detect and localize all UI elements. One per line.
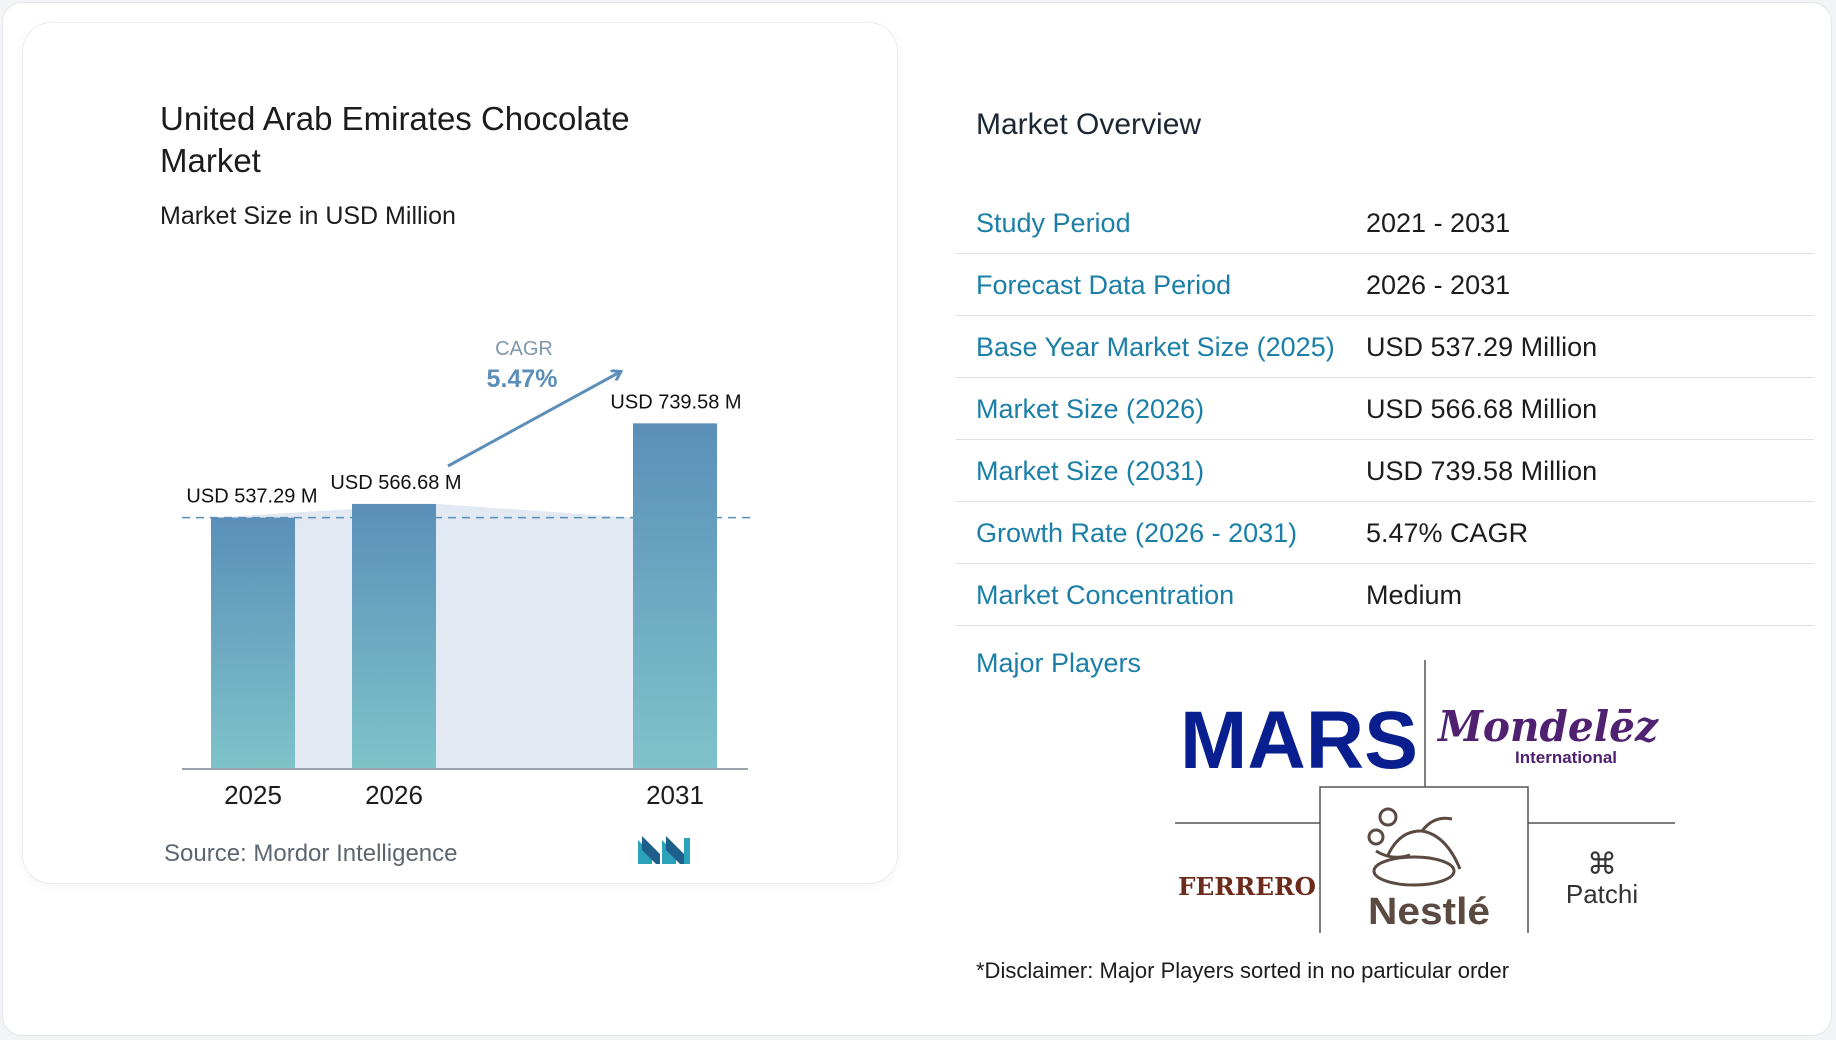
overview-row: Growth Rate (2026 - 2031) 5.47% CAGR xyxy=(956,502,1814,564)
row-value: USD 739.58 Million xyxy=(1366,456,1598,486)
mondelez-logo: Mondelēz xyxy=(1436,702,1659,751)
nestle-bird-icon xyxy=(1367,807,1462,887)
overview-row: Market Size (2031) USD 739.58 Million xyxy=(956,440,1814,502)
row-value: 2026 - 2031 xyxy=(1366,270,1511,300)
row-label: Study Period xyxy=(976,208,1131,238)
major-players-label: Major Players xyxy=(976,648,1142,678)
major-players-logos: MARS Mondelēz International FERRERO Nest… xyxy=(1175,660,1675,933)
overview-row: Market Concentration Medium xyxy=(956,564,1814,626)
bar-2031 xyxy=(633,423,717,768)
data-label: USD 739.58 M xyxy=(610,391,741,413)
cagr-arrow xyxy=(447,372,620,468)
chart-subtitle: Market Size in USD Million xyxy=(160,202,456,230)
cagr-value: 5.47% xyxy=(487,365,558,393)
row-value: USD 537.29 Million xyxy=(1366,332,1598,362)
mars-logo: MARS xyxy=(1180,695,1418,786)
overview-row: Forecast Data Period 2026 - 2031 xyxy=(956,254,1814,316)
mordor-logo-icon xyxy=(638,836,690,864)
source-note: Source: Mordor Intelligence xyxy=(164,840,458,867)
overview-row: Market Size (2026) USD 566.68 Million xyxy=(956,378,1814,440)
x-tick-label: 2031 xyxy=(646,780,704,810)
x-tick-label: 2026 xyxy=(365,780,423,810)
bar-2025 xyxy=(211,517,295,768)
patchi-logo: Patchi xyxy=(1566,879,1638,909)
row-label: Market Size (2026) xyxy=(976,394,1205,424)
row-label: Growth Rate (2026 - 2031) xyxy=(976,518,1298,548)
overview-title: Market Overview xyxy=(976,108,1202,141)
data-label: USD 566.68 M xyxy=(330,472,461,494)
overview-table: Study Period 2021 - 2031 Forecast Data P… xyxy=(956,192,1814,626)
x-tick-label: 2025 xyxy=(224,780,282,810)
row-value: 5.47% CAGR xyxy=(1366,518,1529,548)
mondelez-subtitle: International xyxy=(1515,748,1617,767)
row-label: Market Size (2031) xyxy=(976,456,1205,486)
cagr-label: CAGR xyxy=(495,338,553,360)
chart-title: United Arab Emirates Chocolate Market xyxy=(160,100,630,179)
data-label: USD 537.29 M xyxy=(186,486,317,508)
ferrero-logo: FERRERO xyxy=(1178,872,1316,901)
disclaimer: *Disclaimer: Major Players sorted in no … xyxy=(976,958,1510,983)
row-value: Medium xyxy=(1366,580,1463,610)
row-label: Market Concentration xyxy=(976,580,1235,610)
nestle-logo: Nestlé xyxy=(1368,891,1490,933)
row-value: 2021 - 2031 xyxy=(1366,208,1511,238)
overview-row: Base Year Market Size (2025) USD 537.29 … xyxy=(956,316,1814,378)
row-label: Base Year Market Size (2025) xyxy=(976,332,1335,362)
logo-divider xyxy=(1319,786,1529,933)
bar-chart: 2025 2026 2031 USD 537.29 M USD 566.68 M USD … xyxy=(182,338,752,810)
row-label: Forecast Data Period xyxy=(976,270,1232,300)
row-value: USD 566.68 Million xyxy=(1366,394,1598,424)
overview-row: Study Period 2021 - 2031 xyxy=(956,192,1814,254)
bar-2026 xyxy=(352,503,436,768)
patchi-mark-icon: ⌘ xyxy=(1587,847,1617,882)
